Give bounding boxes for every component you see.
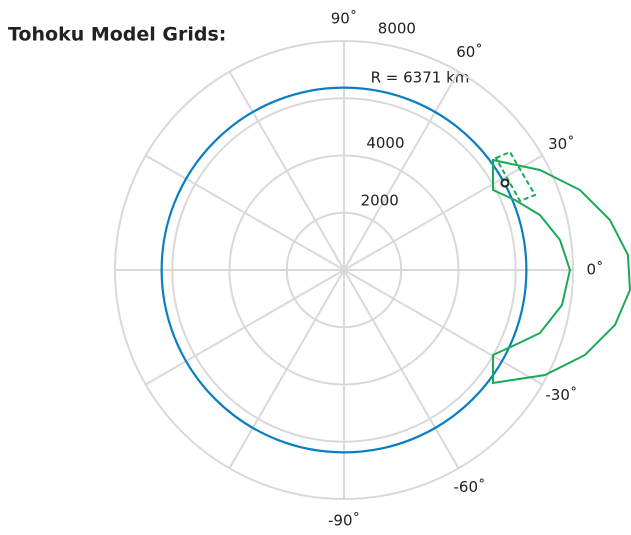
annotation: R = 6371 km — [371, 69, 470, 87]
grid-outline — [491, 158, 631, 385]
r-tick-label: 4000 — [366, 134, 404, 152]
theta-tick-label: 0˚ — [586, 261, 603, 279]
grid-outline — [494, 150, 537, 203]
theta-tick-label: -60˚ — [454, 478, 486, 496]
chart-title: Tohoku Model Grids: — [8, 24, 226, 46]
r-tick-label: 2000 — [361, 191, 399, 209]
theta-tick-label: -90˚ — [328, 512, 360, 530]
theta-tick-label: 60˚ — [456, 43, 483, 61]
radius-circle — [160, 86, 528, 454]
theta-tick-label: -30˚ — [545, 386, 577, 404]
theta-tick-label: 90˚ — [331, 10, 358, 28]
theta-tick-label: 30˚ — [548, 135, 575, 153]
r-tick-label: 8000 — [378, 20, 416, 38]
epicenter-marker — [500, 178, 510, 188]
